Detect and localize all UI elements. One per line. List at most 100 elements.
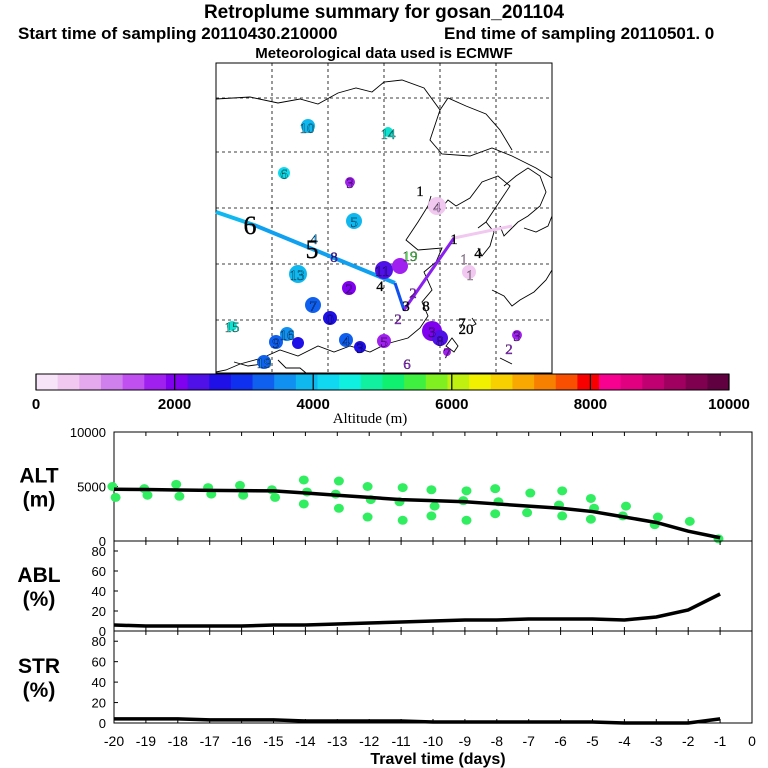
map-day-label: 13 [290,268,305,284]
map-day-label: 1 [450,232,458,248]
plume-blob [257,355,271,369]
x-tick-label: -20 [104,733,124,749]
map-day-label: 7 [443,346,451,362]
plume-blob [227,321,237,331]
altitude-point [235,480,246,490]
map-day-label: 4 [433,200,441,216]
plume-blob [292,337,304,349]
colorbar-cells [36,374,730,390]
map-day-label: 0 [326,312,334,328]
map-day-label: 1 [460,252,468,268]
series-line [114,717,721,725]
x-tick-label: -18 [168,733,188,749]
altitude-point [525,488,536,498]
map-day-label: 20 [459,322,474,338]
altitude-point [461,515,472,525]
map-day-label: 3 [402,299,410,315]
y-tick-label: 40 [92,584,106,599]
altitude-point [298,475,309,485]
altitude-point [362,482,373,491]
coastline [215,79,553,374]
colorbar-cell [707,374,730,390]
colorbar-cell [274,374,297,390]
map-day-label: 2 [345,282,353,298]
map-day-label: 7 [309,299,317,315]
altitude-point [522,508,533,518]
map-day-label: 10 [300,121,315,137]
map-day-label: 8 [422,299,430,315]
panel-abl: 80 60 40 20 0 ABL(%) [17,540,753,639]
map-frame [215,62,553,374]
map-day-label: 8 [436,334,444,350]
sampling-times: Start time of sampling 20110430.210000 E… [18,24,758,44]
panel-alt: 10000 5000 0 ALT(m) [19,425,753,549]
series-line [113,487,721,540]
colorbar-tick-label: 6000 [435,396,468,413]
plume-blob [432,330,448,346]
x-tick-label: -19 [136,733,156,749]
plume-blob [428,197,446,215]
map-day-label: 5 [350,215,358,231]
altitude-point [174,491,185,501]
series-line [113,592,721,628]
colorbar-cell [360,374,383,390]
map-day-label: 4 [342,334,350,350]
x-tick-label: -14 [295,733,315,749]
altitude-point [684,516,695,526]
panel-label: (%) [23,679,56,702]
end-time: End time of sampling 20110501. 0 [444,24,715,43]
trajectory-line [402,237,456,311]
colorbar-cell [490,374,513,390]
colorbar-cell [165,374,189,390]
x-tick-label: -11 [391,733,410,749]
colorbar-tick-label: 10000 [708,396,750,413]
chart-title: Retroplume summary for gosan_201104 [203,2,565,23]
x-tick-label: -3 [650,733,663,749]
x-tick-label: -12 [359,733,379,749]
plume-blob [346,213,362,229]
colorbar-cell [36,374,59,390]
plume-blob [354,341,366,353]
colorbar-cell [620,374,643,390]
plume-blob [377,334,391,348]
colorbar-cell [555,374,578,390]
altitude-point [171,479,182,489]
colorbar-cell [534,374,557,390]
x-tick-label: -1 [714,733,727,749]
map-day-label: 5 [380,335,388,351]
map-day-label: 16 [280,328,296,344]
trajectory-line [453,224,513,240]
altitude-point [461,486,472,496]
altitude-point [362,512,373,522]
plume-blob [280,327,294,341]
plume-blobs [227,119,522,369]
map-day-label: 6 [280,167,288,183]
altitude-point [397,515,408,525]
y-tick-label: 20 [92,696,106,711]
start-time: Start time of sampling 20110430.210000 [18,24,338,43]
altitude-point [652,512,663,522]
colorbar: 0 2000 4000 6000 8000 10000 Altitude (m) [32,373,750,427]
altitude-point [490,484,501,494]
plume-blob [269,335,283,349]
x-tick-label: 0 [748,733,756,749]
altitude-point [333,476,344,486]
map-day-label: 15 [225,320,240,336]
colorbar-cell [577,374,600,390]
plume-blob [289,265,307,283]
colorbar-tick-label: 2000 [158,396,191,413]
panel-label: STR [18,655,60,678]
plume-blob [443,348,451,356]
map-day-label: 2 [394,312,402,328]
colorbar-cell [447,374,470,390]
x-tick-label: -15 [263,733,283,749]
panel-label: (%) [23,588,56,611]
map-day-label: 2 [409,286,417,302]
altitude-point [238,490,249,500]
altitude-point [142,490,153,500]
map-day-label: 4 [376,279,384,295]
trajectory-lines [215,210,513,311]
time-series-panels: 1000050000ALT(m)806040200ABL(%)806040200… [17,425,756,768]
